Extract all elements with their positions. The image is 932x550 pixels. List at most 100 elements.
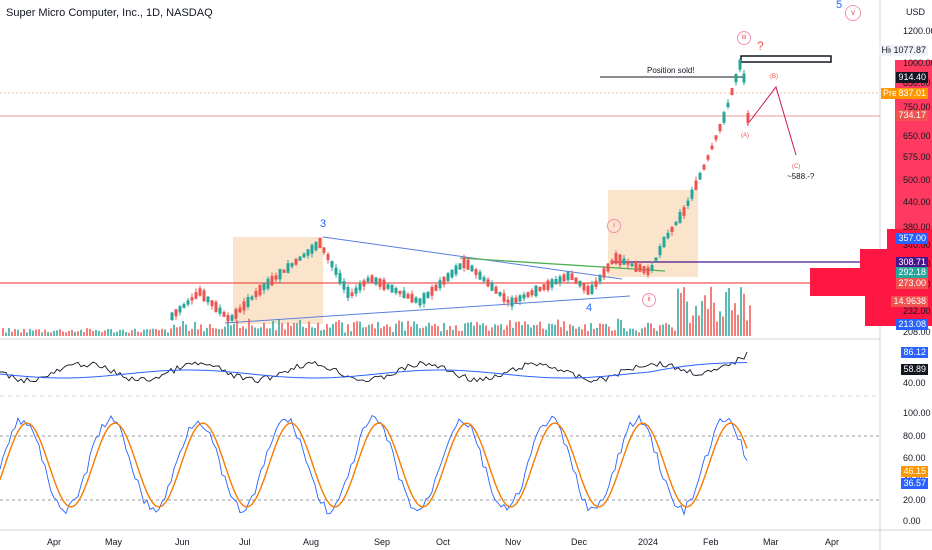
volume-bar [497, 325, 499, 336]
candle-body [194, 292, 198, 299]
volume-bar [338, 320, 340, 336]
volume-bar [473, 325, 475, 336]
volume-bar [221, 329, 223, 336]
pre-value-tag: 837.01 [896, 88, 928, 99]
candle-body [478, 271, 482, 280]
volume-bar [404, 330, 406, 336]
volume-bar [533, 324, 535, 336]
volume-bar [569, 324, 571, 336]
candle-body [554, 279, 558, 285]
green-trendline[interactable] [459, 257, 666, 272]
volume-bar [587, 331, 589, 336]
volume-bar [209, 324, 211, 336]
volume-bar [113, 332, 115, 336]
volume-bar [269, 328, 271, 336]
volume-bar [737, 314, 739, 336]
candle-body [462, 257, 466, 269]
volume-bar [296, 323, 298, 336]
volume-bar [299, 319, 301, 336]
stoch-tick-label: 100.00 [903, 408, 931, 418]
candle-body [470, 265, 474, 272]
volume-bar [26, 332, 28, 336]
volume-bar [566, 330, 568, 336]
candle-body [682, 207, 686, 216]
volume-bar [740, 287, 742, 336]
volume-bar [230, 325, 232, 336]
volume-bar [173, 324, 175, 336]
volume-bar [515, 321, 517, 336]
candle-body [202, 290, 206, 302]
volume-bar [260, 327, 262, 336]
volume-bar [563, 321, 565, 336]
volume-bar [83, 331, 85, 336]
volume-bar [557, 319, 559, 336]
volume-bar [14, 329, 16, 336]
price-tick-label: 380.00 [903, 222, 931, 232]
volume-bar [599, 323, 601, 336]
volume-bar [503, 329, 505, 336]
candle-body [730, 88, 734, 95]
level-357-tag: 357.00 [896, 233, 928, 244]
volume-bar [536, 324, 538, 336]
volume-bar [617, 318, 619, 336]
volume-bar [539, 321, 541, 336]
volume-bar [293, 323, 295, 336]
candle-body [430, 286, 434, 296]
volume-bar [521, 325, 523, 336]
volume-bar [707, 308, 709, 336]
volume-bar [656, 330, 658, 336]
volume-bar [263, 322, 265, 336]
volume-bar [416, 324, 418, 336]
candle-body [294, 258, 298, 265]
volume-bar [59, 329, 61, 336]
volume-bar [620, 320, 622, 336]
volume-bar [581, 329, 583, 336]
candle-body [218, 307, 222, 314]
volume-bar [575, 328, 577, 336]
volume-bar [689, 322, 691, 336]
volume-bar [431, 325, 433, 336]
volume-bar [281, 323, 283, 336]
volume-bar [65, 332, 67, 336]
volume-bar [554, 324, 556, 336]
lower-trendline[interactable] [224, 295, 631, 324]
candle-body [738, 59, 742, 70]
volume-bar [560, 327, 562, 336]
currency-label[interactable]: USD [906, 7, 926, 17]
upper-trendline[interactable] [322, 236, 623, 280]
volume-bar [734, 303, 736, 336]
volume-bar [359, 321, 361, 336]
volume-bar [161, 328, 163, 336]
candle-body [570, 273, 574, 281]
wave-5-label: 5 [836, 0, 843, 11]
volume-bar [626, 331, 628, 336]
volume-bar [20, 332, 22, 336]
volume-bar [329, 327, 331, 336]
candle-body [450, 269, 454, 278]
volume-bar [164, 329, 166, 336]
candle-body [190, 297, 194, 301]
candle-body [306, 249, 310, 256]
volume-bar [584, 324, 586, 336]
volume-bar [95, 330, 97, 336]
last-price-tag: 914.40 [896, 72, 928, 83]
volume-bar [422, 327, 424, 336]
volume-bar [185, 324, 187, 336]
volume-bar [644, 327, 646, 336]
candle-body [474, 269, 478, 275]
volume-bar [380, 328, 382, 336]
volume-bar [713, 302, 715, 336]
volume-bar [623, 328, 625, 336]
candle-body [198, 288, 202, 296]
target-rect[interactable] [740, 55, 832, 63]
candle-body [258, 284, 262, 296]
projection-path[interactable] [746, 85, 797, 156]
candle-body [250, 296, 254, 300]
time-tick-label: Apr [47, 537, 62, 547]
volume-bar [134, 328, 136, 336]
candle-body [726, 102, 730, 108]
volume-bar [383, 326, 385, 336]
rsi-signal-line [0, 362, 748, 379]
volume-bar [317, 322, 319, 336]
